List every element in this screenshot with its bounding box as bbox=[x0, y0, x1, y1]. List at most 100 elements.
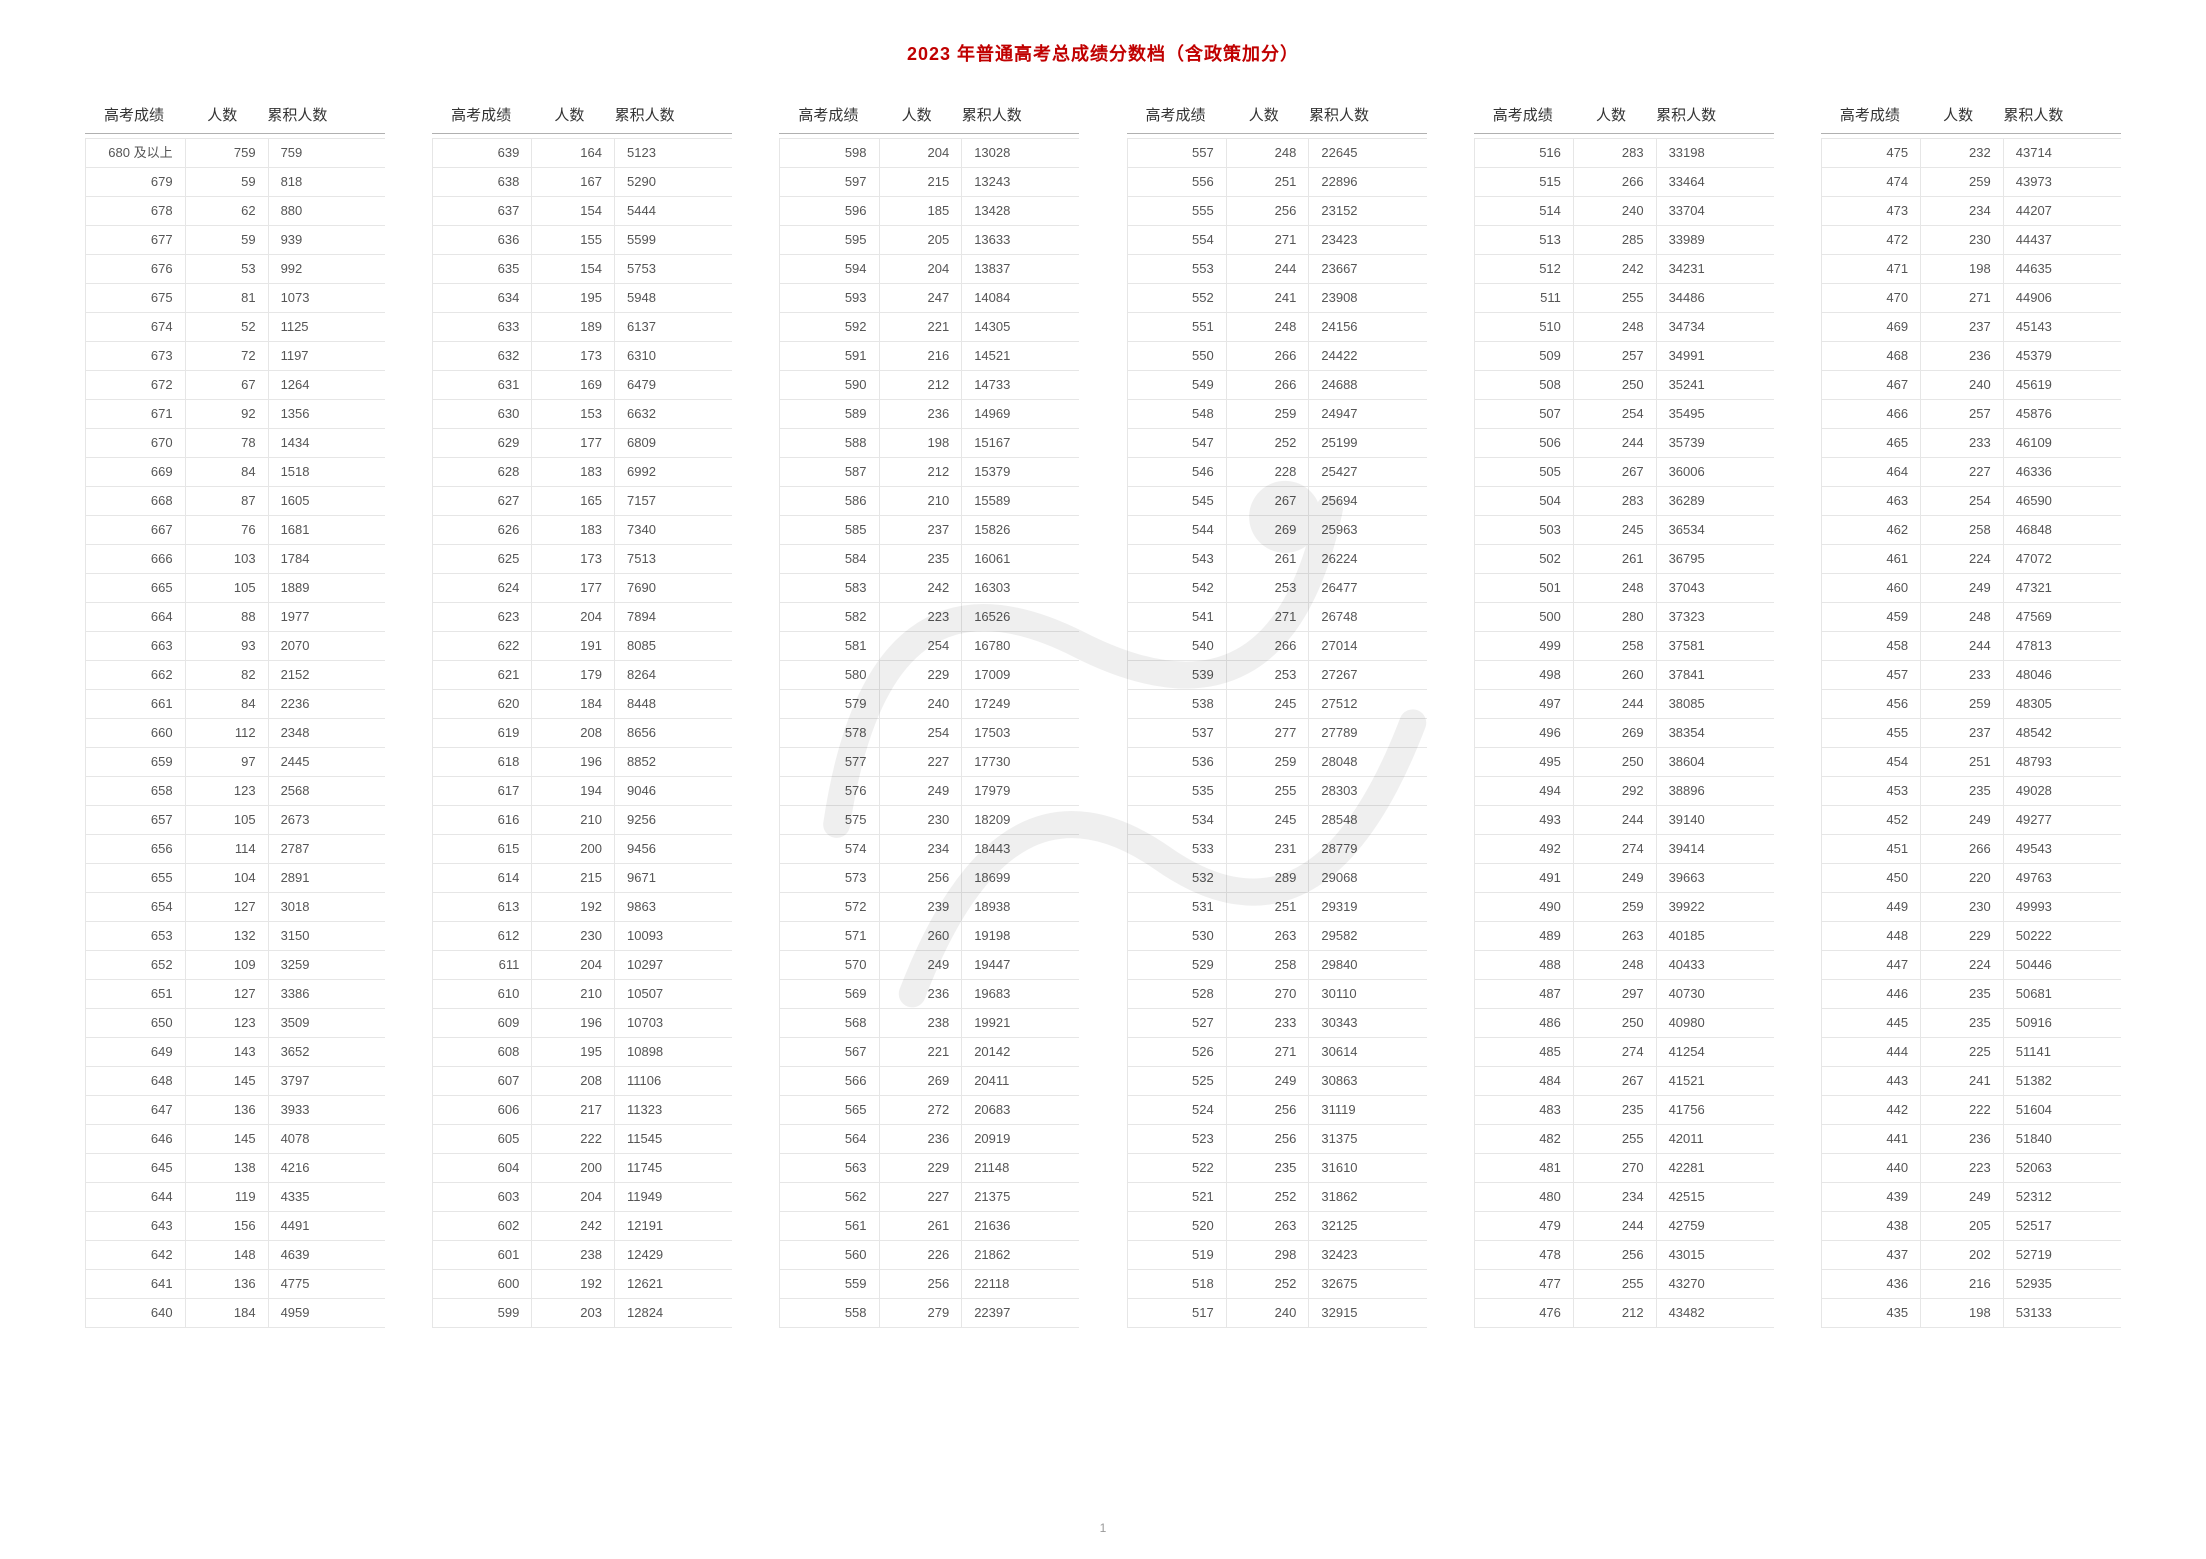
cell-cumulative: 49763 bbox=[2003, 864, 2121, 893]
table-row: 672671264 bbox=[86, 371, 386, 400]
cell-count: 136 bbox=[185, 1096, 268, 1125]
cell-cumulative: 4959 bbox=[268, 1299, 385, 1328]
cell-score: 521 bbox=[1127, 1183, 1226, 1212]
cell-count: 269 bbox=[1573, 719, 1656, 748]
cell-cumulative: 2891 bbox=[268, 864, 385, 893]
cell-score: 588 bbox=[780, 429, 879, 458]
table-row: 6391645123 bbox=[433, 139, 733, 168]
cell-count: 236 bbox=[879, 400, 962, 429]
cell-cumulative: 48046 bbox=[2003, 661, 2121, 690]
cell-cumulative: 43973 bbox=[2003, 168, 2121, 197]
cell-cumulative: 10703 bbox=[615, 1009, 733, 1038]
table-row: 45425148793 bbox=[1821, 748, 2121, 777]
cell-cumulative: 51604 bbox=[2003, 1096, 2121, 1125]
cell-score: 554 bbox=[1127, 226, 1226, 255]
cell-count: 240 bbox=[1921, 371, 2004, 400]
table-row: 50324536534 bbox=[1474, 516, 1774, 545]
cell-count: 236 bbox=[1921, 342, 2004, 371]
cell-score: 457 bbox=[1821, 661, 1920, 690]
table-row: 44923049993 bbox=[1821, 893, 2121, 922]
cell-score: 465 bbox=[1821, 429, 1920, 458]
cell-score: 569 bbox=[780, 980, 879, 1009]
cell-score: 630 bbox=[433, 400, 532, 429]
cell-count: 196 bbox=[532, 748, 615, 777]
cell-cumulative: 8448 bbox=[615, 690, 733, 719]
cell-cumulative: 36006 bbox=[1656, 458, 1774, 487]
cell-count: 239 bbox=[879, 893, 962, 922]
header-score: 高考成绩 bbox=[1127, 104, 1225, 125]
cell-score: 438 bbox=[1821, 1212, 1920, 1241]
table-row: 56527220683 bbox=[780, 1096, 1080, 1125]
cell-count: 237 bbox=[879, 516, 962, 545]
cell-score: 470 bbox=[1821, 284, 1920, 313]
cell-score: 491 bbox=[1474, 864, 1573, 893]
cell-cumulative: 28779 bbox=[1309, 835, 1427, 864]
cell-count: 254 bbox=[1573, 400, 1656, 429]
cell-cumulative: 37581 bbox=[1656, 632, 1774, 661]
cell-cumulative: 32915 bbox=[1309, 1299, 1427, 1328]
cell-count: 204 bbox=[532, 1183, 615, 1212]
cell-count: 216 bbox=[879, 342, 962, 371]
cell-score: 496 bbox=[1474, 719, 1573, 748]
cell-count: 254 bbox=[879, 632, 962, 661]
table-row: 46724045619 bbox=[1821, 371, 2121, 400]
table-row: 6211798264 bbox=[433, 661, 733, 690]
table-row: 48729740730 bbox=[1474, 980, 1774, 1009]
cell-count: 261 bbox=[879, 1212, 962, 1241]
table-row: 667761681 bbox=[86, 516, 386, 545]
table-row: 52925829840 bbox=[1127, 951, 1427, 980]
cell-score: 642 bbox=[86, 1241, 186, 1270]
cell-cumulative: 3933 bbox=[268, 1096, 385, 1125]
cell-count: 145 bbox=[185, 1067, 268, 1096]
table-row: 6541273018 bbox=[86, 893, 386, 922]
cell-score: 558 bbox=[780, 1299, 879, 1328]
cell-cumulative: 7157 bbox=[615, 487, 733, 516]
cell-cumulative: 1197 bbox=[268, 342, 385, 371]
cell-score: 466 bbox=[1821, 400, 1920, 429]
cell-count: 253 bbox=[1226, 661, 1309, 690]
table-row: 44022352063 bbox=[1821, 1154, 2121, 1183]
cell-cumulative: 49028 bbox=[2003, 777, 2121, 806]
cell-cumulative: 759 bbox=[268, 139, 385, 168]
cell-score: 513 bbox=[1474, 226, 1573, 255]
header-score: 高考成绩 bbox=[85, 104, 183, 125]
table-row: 49124939663 bbox=[1474, 864, 1774, 893]
table-row: 44123651840 bbox=[1821, 1125, 2121, 1154]
cell-score: 547 bbox=[1127, 429, 1226, 458]
cell-cumulative: 5599 bbox=[615, 226, 733, 255]
table-row: 6371545444 bbox=[433, 197, 733, 226]
table-row: 6431564491 bbox=[86, 1212, 386, 1241]
table-row: 45924847569 bbox=[1821, 603, 2121, 632]
cell-cumulative: 17249 bbox=[962, 690, 1080, 719]
cell-cumulative: 22645 bbox=[1309, 139, 1427, 168]
cell-cumulative: 1977 bbox=[268, 603, 385, 632]
cell-cumulative: 46848 bbox=[2003, 516, 2121, 545]
table-row: 55525623152 bbox=[1127, 197, 1427, 226]
cell-cumulative: 24156 bbox=[1309, 313, 1427, 342]
cell-score: 623 bbox=[433, 603, 532, 632]
cell-score: 439 bbox=[1821, 1183, 1920, 1212]
cell-cumulative: 30343 bbox=[1309, 1009, 1427, 1038]
cell-cumulative: 9256 bbox=[615, 806, 733, 835]
cell-score: 492 bbox=[1474, 835, 1573, 864]
table-row: 55124824156 bbox=[1127, 313, 1427, 342]
cell-count: 259 bbox=[1573, 893, 1656, 922]
cell-score: 484 bbox=[1474, 1067, 1573, 1096]
cell-count: 231 bbox=[1226, 835, 1309, 864]
cell-count: 266 bbox=[1573, 168, 1656, 197]
table-row: 57624917979 bbox=[780, 777, 1080, 806]
cell-count: 267 bbox=[1226, 487, 1309, 516]
cell-score: 450 bbox=[1821, 864, 1920, 893]
cell-cumulative: 48542 bbox=[2003, 719, 2121, 748]
cell-cumulative: 22896 bbox=[1309, 168, 1427, 197]
table-row: 45625948305 bbox=[1821, 690, 2121, 719]
table-row: 52827030110 bbox=[1127, 980, 1427, 1009]
table-row: 58721215379 bbox=[780, 458, 1080, 487]
cell-score: 655 bbox=[86, 864, 186, 893]
table-row: 58621015589 bbox=[780, 487, 1080, 516]
score-table: 5982041302859721513243596185134285952051… bbox=[779, 138, 1079, 1328]
cell-score: 572 bbox=[780, 893, 879, 922]
cell-score: 477 bbox=[1474, 1270, 1573, 1299]
cell-score: 624 bbox=[433, 574, 532, 603]
table-row: 44523550916 bbox=[1821, 1009, 2121, 1038]
